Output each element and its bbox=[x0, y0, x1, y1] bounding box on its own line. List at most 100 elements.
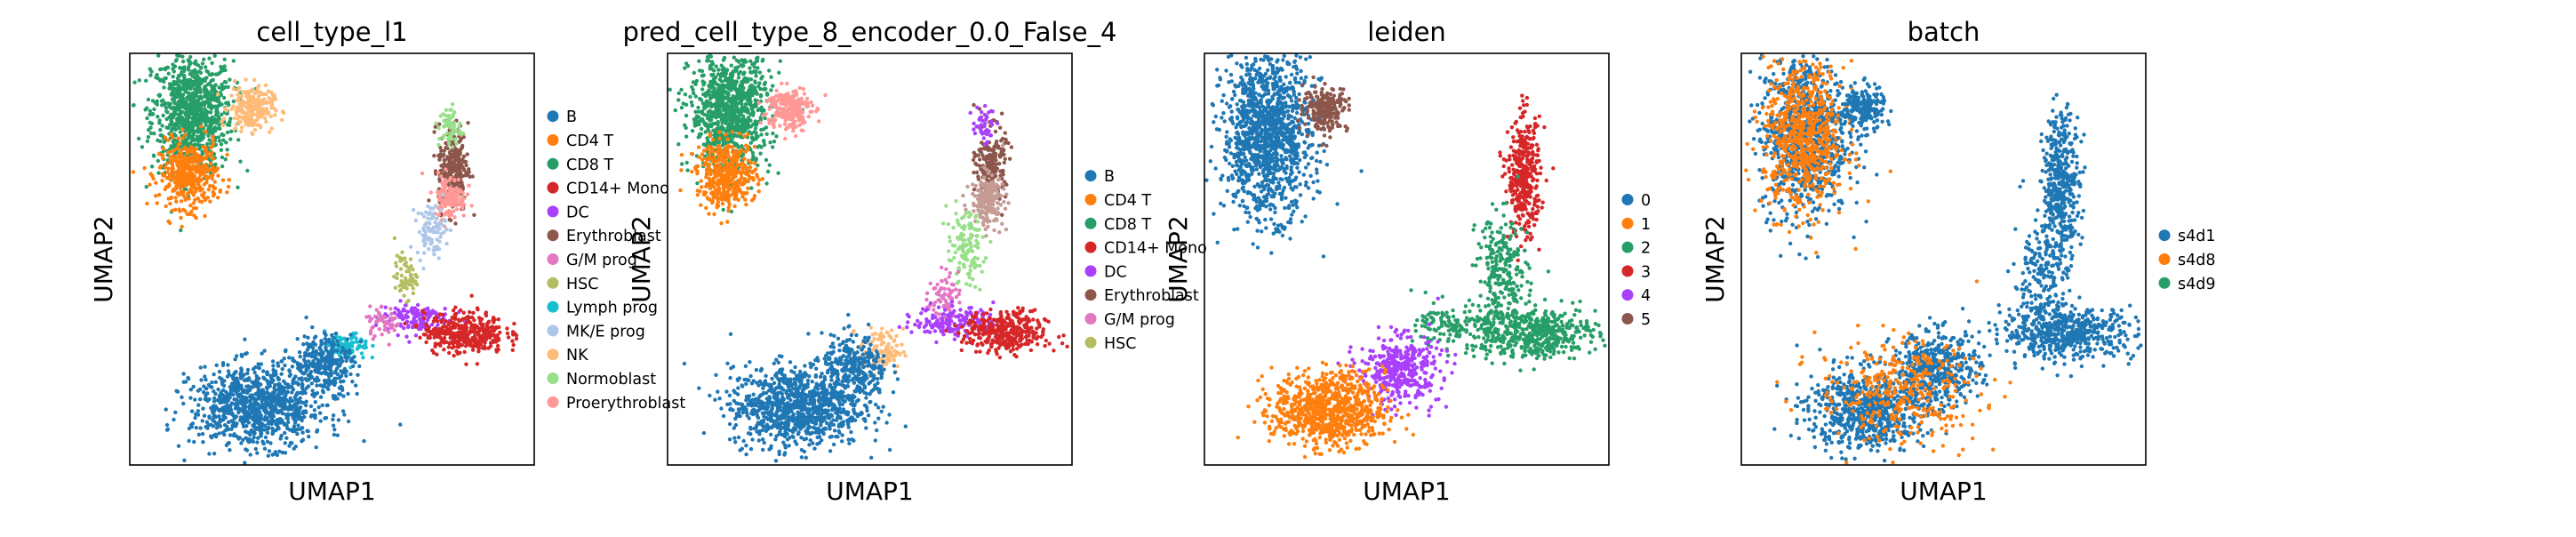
data-point bbox=[716, 68, 721, 72]
data-point bbox=[469, 204, 474, 208]
data-point bbox=[492, 333, 496, 337]
data-point bbox=[433, 341, 437, 346]
data-point bbox=[204, 76, 209, 80]
data-point bbox=[397, 255, 402, 260]
data-point bbox=[186, 212, 191, 216]
data-point bbox=[173, 106, 178, 110]
data-point bbox=[421, 316, 427, 321]
data-point bbox=[196, 170, 201, 174]
data-point bbox=[225, 111, 229, 116]
data-point bbox=[339, 369, 343, 373]
data-point bbox=[182, 120, 187, 124]
data-point bbox=[324, 415, 329, 421]
data-point bbox=[752, 65, 756, 69]
data-point bbox=[241, 421, 245, 426]
data-point bbox=[192, 114, 196, 119]
data-point bbox=[410, 325, 415, 330]
data-point bbox=[199, 124, 204, 129]
data-point bbox=[442, 133, 446, 138]
data-point bbox=[400, 250, 404, 254]
data-point bbox=[684, 61, 689, 66]
data-point bbox=[290, 385, 294, 389]
data-point bbox=[471, 310, 476, 316]
data-point bbox=[699, 126, 704, 132]
data-point bbox=[393, 306, 398, 310]
data-point bbox=[422, 244, 427, 248]
data-point bbox=[429, 331, 434, 336]
data-point bbox=[161, 98, 165, 103]
data-point bbox=[204, 68, 209, 74]
data-point bbox=[167, 183, 172, 188]
data-point bbox=[271, 364, 276, 368]
data-point bbox=[749, 105, 754, 110]
data-point bbox=[364, 339, 368, 344]
data-point bbox=[245, 367, 251, 373]
cluster-b bbox=[164, 337, 403, 465]
data-point bbox=[252, 98, 258, 102]
data-point bbox=[676, 142, 681, 147]
data-point bbox=[315, 428, 320, 433]
data-point bbox=[295, 337, 300, 341]
data-point bbox=[314, 445, 318, 450]
data-point bbox=[716, 125, 721, 131]
data-point bbox=[232, 78, 237, 84]
data-point bbox=[469, 324, 475, 328]
data-point bbox=[213, 380, 218, 384]
data-point bbox=[171, 154, 176, 158]
data-point bbox=[398, 422, 403, 427]
data-point bbox=[228, 119, 232, 124]
data-point bbox=[328, 371, 332, 376]
legend-marker bbox=[547, 253, 559, 265]
data-point bbox=[417, 229, 422, 235]
data-point bbox=[163, 76, 167, 81]
data-point bbox=[178, 140, 182, 146]
data-point bbox=[680, 162, 684, 166]
data-point bbox=[206, 133, 211, 138]
data-point bbox=[325, 403, 330, 407]
data-point bbox=[397, 284, 402, 288]
data-point bbox=[402, 293, 406, 298]
y-axis-label: UMAP2 bbox=[89, 215, 118, 303]
data-point bbox=[505, 326, 509, 331]
data-point bbox=[448, 335, 452, 341]
data-point bbox=[256, 394, 261, 398]
data-point bbox=[231, 86, 236, 92]
data-point bbox=[189, 149, 194, 154]
data-point bbox=[237, 115, 243, 119]
data-point bbox=[447, 350, 452, 356]
data-point bbox=[484, 311, 488, 316]
data-point bbox=[140, 145, 145, 149]
data-point bbox=[185, 191, 190, 196]
data-point bbox=[288, 373, 292, 377]
data-point bbox=[318, 395, 324, 399]
data-point bbox=[774, 134, 779, 139]
data-point bbox=[407, 340, 412, 344]
data-point bbox=[485, 321, 491, 325]
data-point bbox=[169, 132, 174, 137]
data-point bbox=[209, 124, 213, 128]
data-point bbox=[250, 87, 255, 92]
data-point bbox=[215, 166, 220, 171]
data-point bbox=[193, 397, 197, 402]
data-point bbox=[194, 62, 198, 67]
data-point bbox=[368, 304, 372, 309]
data-point bbox=[403, 321, 407, 326]
data-point bbox=[724, 68, 729, 73]
data-point bbox=[145, 201, 149, 206]
data-point bbox=[265, 416, 269, 421]
data-point bbox=[277, 449, 282, 453]
data-point bbox=[207, 452, 212, 456]
data-point bbox=[149, 164, 155, 169]
data-point bbox=[414, 275, 420, 279]
data-point bbox=[208, 162, 213, 166]
data-point bbox=[213, 126, 218, 132]
data-point bbox=[436, 153, 441, 158]
data-point bbox=[145, 106, 149, 110]
data-point bbox=[171, 75, 175, 79]
data-point bbox=[209, 145, 213, 150]
data-point bbox=[251, 439, 256, 444]
data-point bbox=[440, 180, 444, 185]
data-point bbox=[172, 180, 177, 185]
data-point bbox=[455, 181, 460, 186]
data-point bbox=[225, 130, 230, 135]
